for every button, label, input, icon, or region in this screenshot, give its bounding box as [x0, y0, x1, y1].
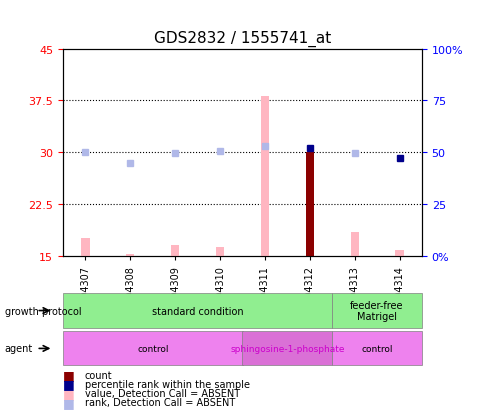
Bar — [394, 251, 403, 256]
Bar — [260, 96, 269, 256]
Text: rank, Detection Call = ABSENT: rank, Detection Call = ABSENT — [85, 397, 235, 407]
Bar — [305, 153, 313, 256]
Text: ■: ■ — [63, 377, 75, 391]
Bar — [350, 232, 358, 256]
Title: GDS2832 / 1555741_at: GDS2832 / 1555741_at — [153, 31, 331, 47]
Text: ■: ■ — [63, 368, 75, 382]
Text: growth protocol: growth protocol — [5, 306, 81, 316]
Bar — [171, 246, 179, 256]
Text: control: control — [361, 344, 392, 353]
Text: sphingosine-1-phosphate: sphingosine-1-phosphate — [229, 344, 344, 353]
Text: agent: agent — [5, 344, 33, 354]
Bar — [81, 239, 90, 256]
Text: count: count — [85, 370, 112, 380]
Text: percentile rank within the sample: percentile rank within the sample — [85, 379, 249, 389]
Text: control: control — [137, 344, 168, 353]
Text: value, Detection Call = ABSENT: value, Detection Call = ABSENT — [85, 388, 240, 398]
Bar — [126, 255, 134, 256]
Text: ■: ■ — [63, 396, 75, 409]
Text: ■: ■ — [63, 387, 75, 400]
Bar — [215, 248, 224, 256]
Text: standard condition: standard condition — [151, 306, 243, 316]
Text: feeder-free
Matrigel: feeder-free Matrigel — [349, 300, 403, 322]
